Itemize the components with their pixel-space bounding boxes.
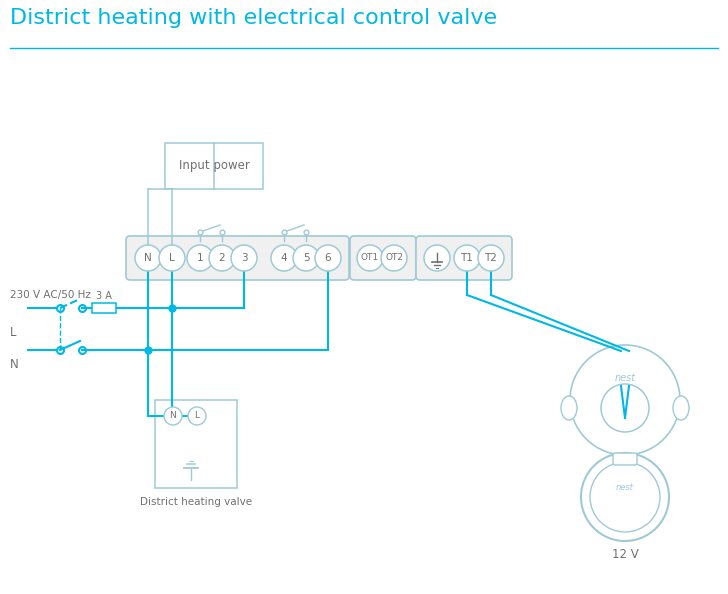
Text: 12 V: 12 V [612, 548, 638, 561]
Circle shape [159, 245, 185, 271]
Text: 2: 2 [218, 253, 225, 263]
Text: 3 A: 3 A [96, 291, 112, 301]
Circle shape [164, 407, 182, 425]
Text: 5: 5 [303, 253, 309, 263]
Text: District heating valve: District heating valve [140, 497, 252, 507]
Text: nest: nest [614, 373, 636, 383]
Circle shape [209, 245, 235, 271]
FancyBboxPatch shape [126, 236, 349, 280]
FancyBboxPatch shape [350, 236, 416, 280]
Text: L: L [10, 327, 17, 340]
Text: nest: nest [616, 482, 634, 491]
Ellipse shape [673, 396, 689, 420]
Text: N: N [170, 412, 176, 421]
Circle shape [135, 245, 161, 271]
Circle shape [454, 245, 480, 271]
FancyBboxPatch shape [416, 236, 512, 280]
Circle shape [187, 245, 213, 271]
Text: District heating with electrical control valve: District heating with electrical control… [10, 8, 497, 28]
Text: 4: 4 [281, 253, 288, 263]
Circle shape [357, 245, 383, 271]
Circle shape [271, 245, 297, 271]
Circle shape [570, 345, 680, 455]
Text: N: N [10, 359, 19, 371]
Circle shape [601, 384, 649, 432]
Circle shape [293, 245, 319, 271]
Circle shape [478, 245, 504, 271]
Text: 230 V AC/50 Hz: 230 V AC/50 Hz [10, 290, 91, 300]
Circle shape [188, 407, 206, 425]
Ellipse shape [561, 396, 577, 420]
Circle shape [590, 462, 660, 532]
FancyBboxPatch shape [165, 143, 263, 189]
Text: 3: 3 [241, 253, 248, 263]
Text: OT2: OT2 [385, 254, 403, 263]
Text: OT1: OT1 [361, 254, 379, 263]
Text: T2: T2 [485, 253, 497, 263]
Circle shape [381, 245, 407, 271]
FancyBboxPatch shape [613, 453, 637, 465]
Text: T1: T1 [461, 253, 473, 263]
Circle shape [581, 453, 669, 541]
FancyBboxPatch shape [155, 400, 237, 488]
Circle shape [231, 245, 257, 271]
Circle shape [424, 245, 450, 271]
Circle shape [315, 245, 341, 271]
Text: 1: 1 [197, 253, 203, 263]
Text: 6: 6 [325, 253, 331, 263]
Text: L: L [169, 253, 175, 263]
Text: N: N [144, 253, 152, 263]
FancyBboxPatch shape [92, 303, 116, 313]
Text: Input power: Input power [178, 160, 250, 172]
Text: L: L [194, 412, 199, 421]
